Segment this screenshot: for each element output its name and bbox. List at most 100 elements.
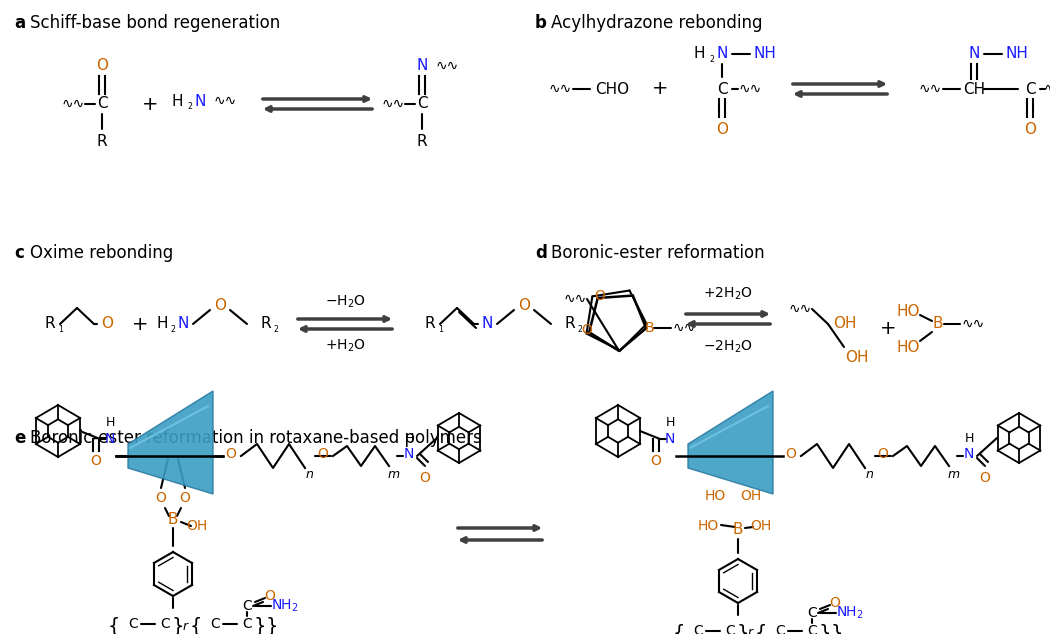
Text: $\{$: $\{$ xyxy=(754,622,765,634)
Text: HO: HO xyxy=(897,304,920,318)
Text: OH: OH xyxy=(751,519,772,533)
Text: R: R xyxy=(260,316,271,332)
Text: e: e xyxy=(14,429,25,447)
Text: $_1$: $_1$ xyxy=(58,324,64,336)
Text: n: n xyxy=(306,467,314,481)
Text: C: C xyxy=(807,606,817,620)
Text: N: N xyxy=(194,93,206,108)
Text: +: + xyxy=(880,320,897,339)
Text: +: + xyxy=(131,314,148,333)
Text: ∿∿: ∿∿ xyxy=(436,59,459,73)
Text: C: C xyxy=(693,624,702,634)
Text: C: C xyxy=(1025,82,1035,96)
Text: N: N xyxy=(416,58,427,74)
Text: $\}$: $\}$ xyxy=(818,622,830,634)
Text: ∿∿: ∿∿ xyxy=(919,82,942,96)
Text: m: m xyxy=(387,467,400,481)
Text: Boronic-ester reformation: Boronic-ester reformation xyxy=(551,244,764,262)
Text: C: C xyxy=(128,617,138,631)
Text: $\}$: $\}$ xyxy=(736,622,748,634)
Text: O: O xyxy=(980,471,990,485)
Text: ∿∿: ∿∿ xyxy=(672,321,696,335)
Text: NH$_2$: NH$_2$ xyxy=(836,605,864,621)
Text: d: d xyxy=(536,244,547,262)
Text: ∿∿: ∿∿ xyxy=(213,94,236,108)
Text: $_1$: $_1$ xyxy=(438,324,444,336)
Text: ∿∿: ∿∿ xyxy=(381,97,404,111)
Text: $_2$: $_2$ xyxy=(578,324,583,336)
Text: O: O xyxy=(214,299,226,313)
Text: OH: OH xyxy=(845,349,868,365)
Text: O: O xyxy=(785,447,797,461)
Text: CH: CH xyxy=(963,82,985,96)
Text: H: H xyxy=(171,93,183,108)
Text: B: B xyxy=(733,522,743,536)
Text: O: O xyxy=(878,447,888,461)
Text: $\}$: $\}$ xyxy=(830,622,842,634)
Text: $-2$H$_2$O: $-2$H$_2$O xyxy=(704,339,753,355)
Text: ∿∿: ∿∿ xyxy=(1044,82,1050,96)
Text: H: H xyxy=(964,432,973,444)
Text: NH$_2$: NH$_2$ xyxy=(271,598,299,614)
Text: N: N xyxy=(968,46,980,61)
Polygon shape xyxy=(128,391,213,494)
Text: Oxime rebonding: Oxime rebonding xyxy=(30,244,173,262)
Text: N: N xyxy=(964,447,974,461)
Text: O: O xyxy=(716,122,728,136)
Text: R: R xyxy=(424,316,435,332)
Text: NH: NH xyxy=(1006,46,1028,61)
Text: H: H xyxy=(693,46,705,61)
Text: H: H xyxy=(156,316,168,332)
Text: N: N xyxy=(105,432,116,446)
Text: ∿∿: ∿∿ xyxy=(548,82,571,96)
Text: $-$H$_2$O: $-$H$_2$O xyxy=(324,294,365,310)
Text: HO: HO xyxy=(697,519,718,533)
Text: ∿∿: ∿∿ xyxy=(738,82,761,96)
Text: $\{$: $\{$ xyxy=(672,622,684,634)
Text: $\}$: $\}$ xyxy=(171,615,183,634)
Text: O: O xyxy=(265,589,275,603)
Text: N: N xyxy=(404,447,414,461)
Text: Acylhydrazone rebonding: Acylhydrazone rebonding xyxy=(551,14,762,32)
Text: O: O xyxy=(420,471,430,485)
Text: B: B xyxy=(645,321,654,335)
Text: NH: NH xyxy=(754,46,776,61)
Text: $_2$: $_2$ xyxy=(709,54,715,66)
Text: O: O xyxy=(180,491,190,505)
Text: m: m xyxy=(948,467,960,481)
Text: O: O xyxy=(594,289,605,303)
Text: C: C xyxy=(243,617,252,631)
Text: O: O xyxy=(155,491,167,505)
Text: CHO: CHO xyxy=(595,82,629,96)
Text: HO: HO xyxy=(705,489,726,503)
Text: r: r xyxy=(748,626,753,634)
Text: B: B xyxy=(932,316,943,332)
Text: C: C xyxy=(417,96,427,112)
Text: C: C xyxy=(160,617,170,631)
Text: $+$H$_2$O: $+$H$_2$O xyxy=(324,338,365,354)
Text: C: C xyxy=(726,624,735,634)
Text: O: O xyxy=(651,454,662,468)
Text: C: C xyxy=(775,624,785,634)
Text: H: H xyxy=(404,432,414,444)
Text: n: n xyxy=(866,467,874,481)
Text: +: + xyxy=(652,79,668,98)
Text: $\{$: $\{$ xyxy=(189,615,201,634)
Text: $_2$: $_2$ xyxy=(187,101,193,113)
Text: b: b xyxy=(536,14,547,32)
Text: $_2$: $_2$ xyxy=(170,324,176,336)
Text: H: H xyxy=(666,417,675,429)
Text: B: B xyxy=(168,512,178,527)
Text: C: C xyxy=(807,624,817,634)
Text: c: c xyxy=(14,244,24,262)
Text: O: O xyxy=(1024,122,1036,136)
Text: HO: HO xyxy=(897,339,920,354)
Text: N: N xyxy=(481,316,492,332)
Text: $\{$: $\{$ xyxy=(107,615,119,634)
Text: O: O xyxy=(317,447,329,461)
Text: OH: OH xyxy=(740,489,761,503)
Text: +: + xyxy=(142,94,159,113)
Text: O: O xyxy=(101,316,113,332)
Text: O: O xyxy=(90,454,102,468)
Text: O: O xyxy=(226,447,236,461)
